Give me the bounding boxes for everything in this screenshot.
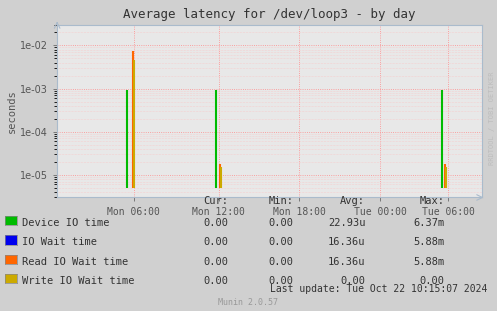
Text: 5.88m: 5.88m <box>414 257 445 267</box>
Text: Device IO time: Device IO time <box>22 218 109 228</box>
Text: 0.00: 0.00 <box>268 218 293 228</box>
Text: Min:: Min: <box>268 196 293 206</box>
Text: Cur:: Cur: <box>204 196 229 206</box>
Text: 0.00: 0.00 <box>204 276 229 286</box>
Text: 0.00: 0.00 <box>204 218 229 228</box>
Text: 0.00: 0.00 <box>204 237 229 247</box>
Text: 0.00: 0.00 <box>268 276 293 286</box>
Y-axis label: seconds: seconds <box>7 89 17 133</box>
Text: Write IO Wait time: Write IO Wait time <box>22 276 134 286</box>
Text: IO Wait time: IO Wait time <box>22 237 97 247</box>
Text: 0.00: 0.00 <box>340 276 365 286</box>
Title: Average latency for /dev/loop3 - by day: Average latency for /dev/loop3 - by day <box>123 8 416 21</box>
Text: Max:: Max: <box>420 196 445 206</box>
Text: 0.00: 0.00 <box>268 237 293 247</box>
Text: 5.88m: 5.88m <box>414 237 445 247</box>
Text: 16.36u: 16.36u <box>328 257 365 267</box>
Text: Munin 2.0.57: Munin 2.0.57 <box>219 298 278 307</box>
Text: RRDTOOL / TOBI OETIKER: RRDTOOL / TOBI OETIKER <box>489 72 495 165</box>
Text: 22.93u: 22.93u <box>328 218 365 228</box>
Text: Last update: Tue Oct 22 10:15:07 2024: Last update: Tue Oct 22 10:15:07 2024 <box>270 284 487 294</box>
Text: 0.00: 0.00 <box>204 257 229 267</box>
Text: 0.00: 0.00 <box>268 257 293 267</box>
Text: Read IO Wait time: Read IO Wait time <box>22 257 128 267</box>
Text: 0.00: 0.00 <box>420 276 445 286</box>
Text: Avg:: Avg: <box>340 196 365 206</box>
Text: 16.36u: 16.36u <box>328 237 365 247</box>
Text: 6.37m: 6.37m <box>414 218 445 228</box>
